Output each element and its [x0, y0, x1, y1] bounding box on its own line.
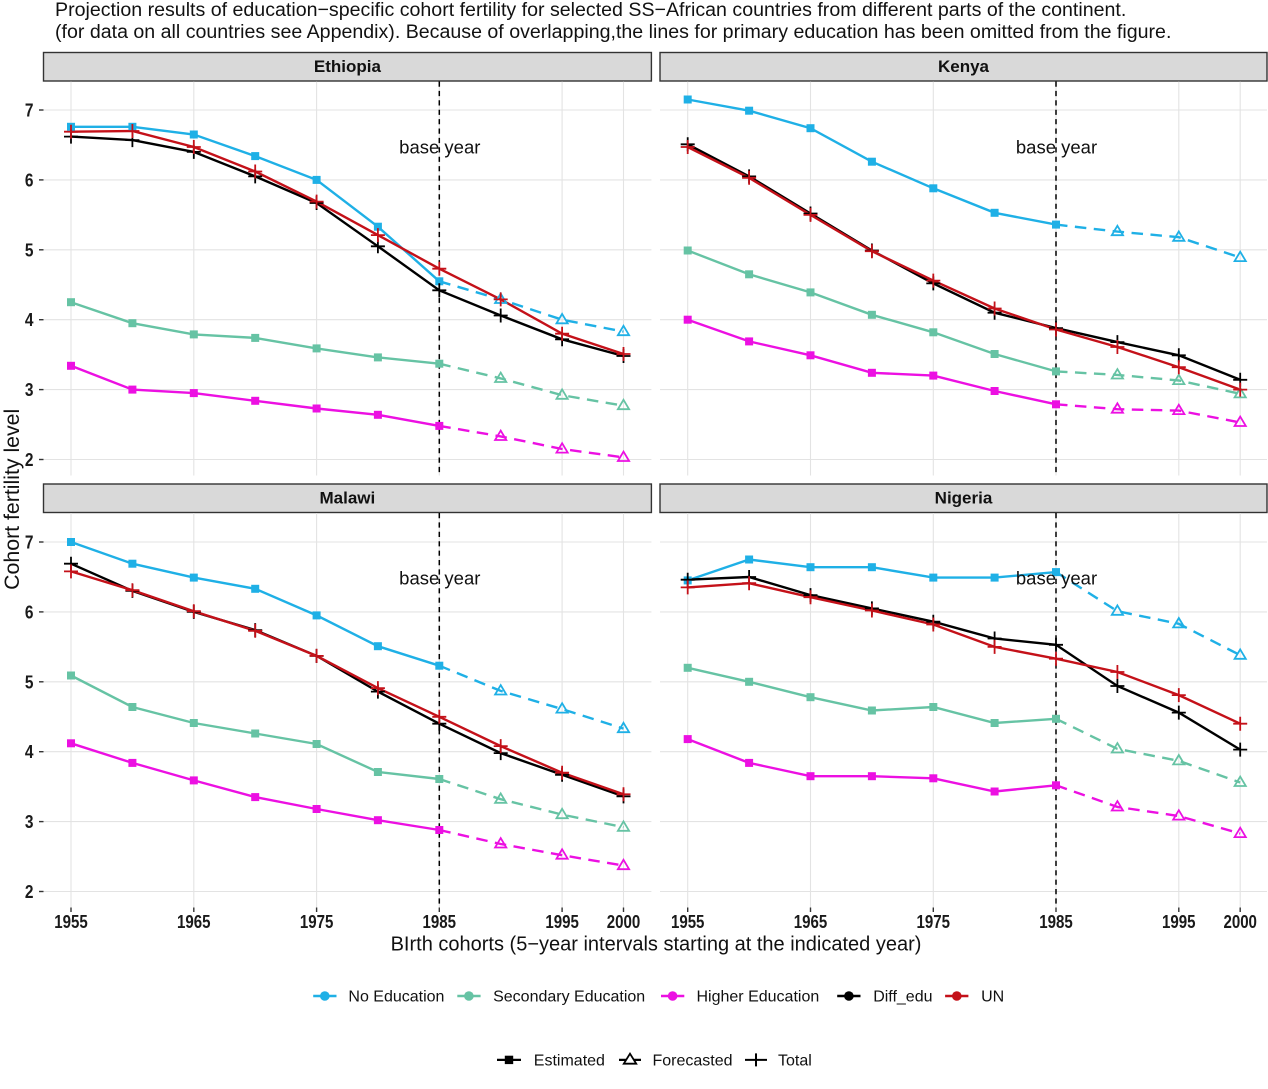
svg-text:1975: 1975 [917, 912, 951, 932]
svg-text:Ethiopia: Ethiopia [314, 57, 382, 76]
svg-text:UN: UN [981, 989, 1004, 1006]
svg-text:Kenya: Kenya [938, 57, 990, 76]
svg-text:2000: 2000 [1223, 912, 1257, 932]
svg-text:1985: 1985 [1039, 912, 1073, 932]
svg-text:7: 7 [25, 533, 34, 553]
svg-text:1955: 1955 [671, 912, 705, 932]
svg-text:2: 2 [25, 450, 34, 470]
svg-text:Nigeria: Nigeria [935, 489, 993, 508]
svg-text:2: 2 [25, 882, 34, 902]
svg-text:1995: 1995 [1162, 912, 1196, 932]
svg-text:5: 5 [25, 672, 34, 692]
svg-text:1965: 1965 [794, 912, 828, 932]
svg-text:(for data on all countries see: (for data on all countries see Appendix)… [55, 21, 1171, 43]
svg-text:1975: 1975 [300, 912, 334, 932]
svg-text:Total: Total [778, 1053, 812, 1070]
svg-text:3: 3 [25, 812, 34, 832]
svg-text:Projection results of educatio: Projection results of education−specific… [55, 0, 1126, 21]
svg-text:base year: base year [399, 136, 480, 157]
svg-text:5: 5 [25, 240, 34, 260]
svg-text:1995: 1995 [545, 912, 579, 932]
svg-text:Secondary Education: Secondary Education [493, 989, 645, 1006]
svg-text:No Education: No Education [348, 989, 444, 1006]
svg-text:base year: base year [1016, 136, 1097, 157]
svg-text:6: 6 [25, 170, 34, 190]
svg-text:4: 4 [25, 742, 34, 762]
svg-text:7: 7 [25, 101, 34, 121]
svg-text:2000: 2000 [607, 912, 641, 932]
svg-text:Diff_edu: Diff_edu [873, 989, 932, 1006]
svg-text:1985: 1985 [423, 912, 457, 932]
svg-text:6: 6 [25, 602, 34, 622]
svg-text:1955: 1955 [54, 912, 88, 932]
svg-text:3: 3 [25, 380, 34, 400]
svg-text:Forecasted: Forecasted [653, 1053, 733, 1070]
svg-text:Estimated: Estimated [534, 1053, 605, 1070]
svg-text:4: 4 [25, 310, 34, 330]
svg-text:BIrth cohorts (5−year interval: BIrth cohorts (5−year intervals starting… [391, 934, 922, 956]
svg-text:base year: base year [399, 567, 480, 588]
svg-text:Higher Education: Higher Education [697, 989, 820, 1006]
svg-text:base year: base year [1016, 567, 1097, 588]
svg-text:Malawi: Malawi [320, 489, 376, 508]
svg-text:Cohort fertility level: Cohort fertility level [0, 409, 24, 590]
svg-text:1965: 1965 [177, 912, 211, 932]
